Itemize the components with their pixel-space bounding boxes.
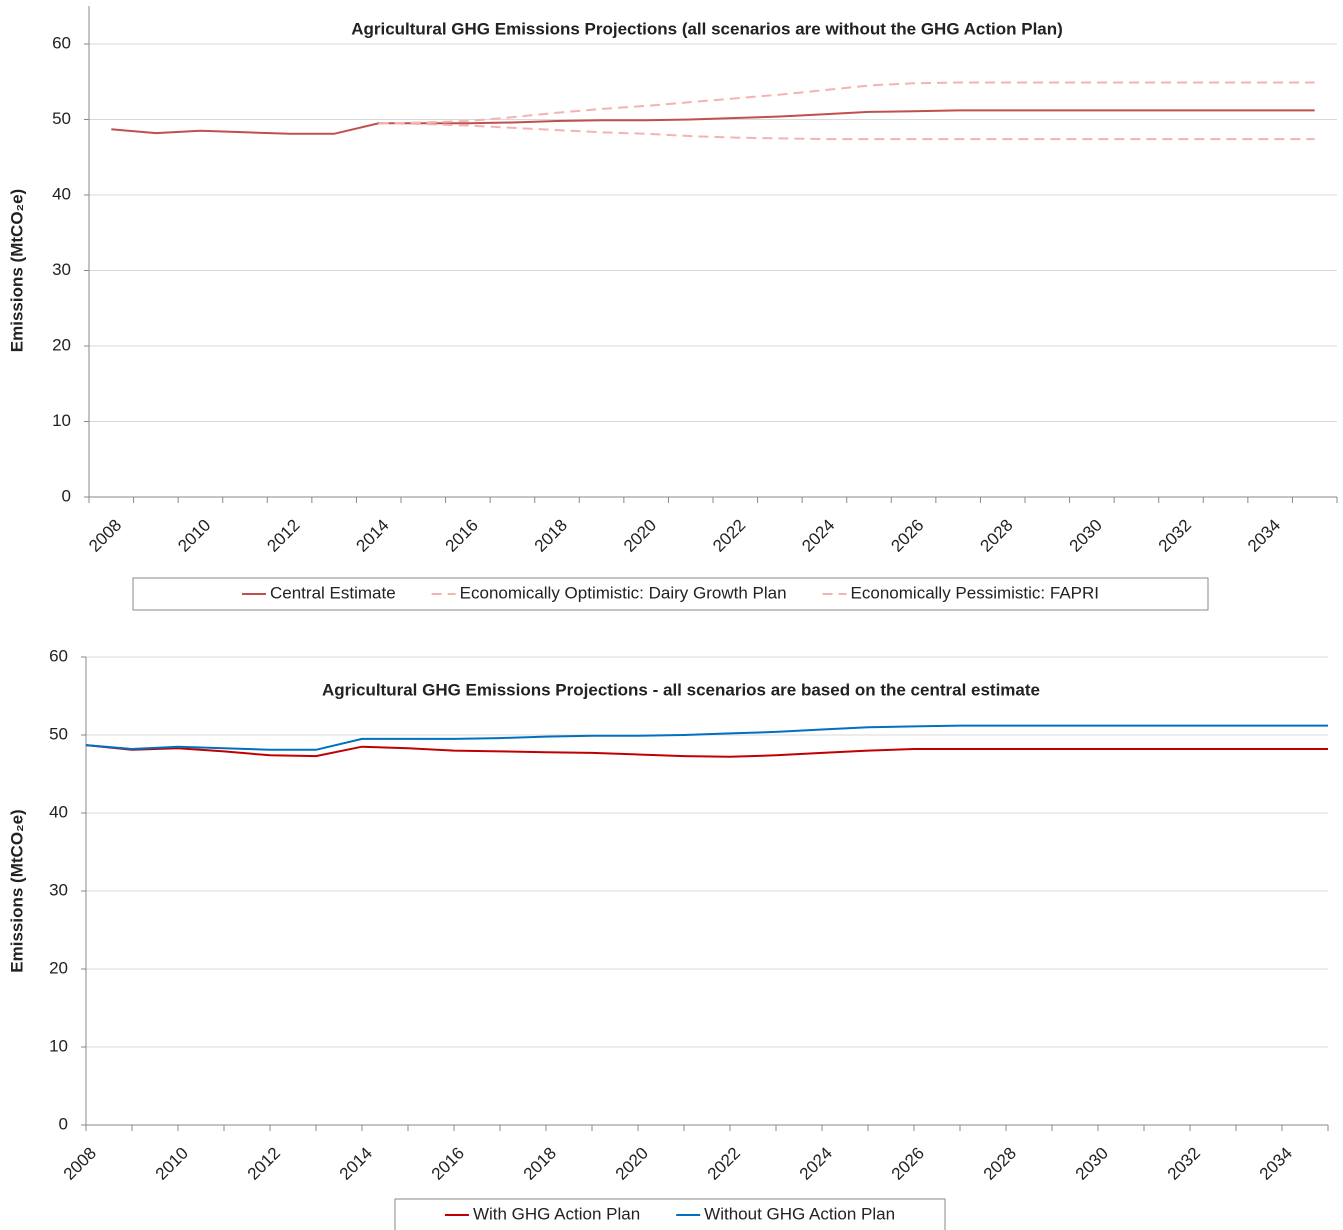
series-line bbox=[111, 109, 1315, 135]
y-tick-label: 40 bbox=[49, 802, 68, 821]
x-tick-label: 2028 bbox=[980, 1144, 1020, 1184]
x-tick-label: 2008 bbox=[85, 516, 125, 556]
chart-title: Agricultural GHG Emissions Projections -… bbox=[322, 680, 1040, 699]
y-tick-label: 50 bbox=[49, 724, 68, 743]
y-axis-title: Emissions (MtCO₂e) bbox=[7, 809, 26, 972]
chart-title: Agricultural GHG Emissions Projections (… bbox=[351, 19, 1063, 38]
x-tick-label: 2010 bbox=[174, 516, 214, 556]
x-tick-label: 2012 bbox=[263, 516, 303, 556]
x-tick-label: 2024 bbox=[796, 1144, 836, 1184]
y-tick-label: 50 bbox=[52, 109, 71, 128]
y-tick-label: 30 bbox=[49, 880, 68, 899]
x-tick-label: 2034 bbox=[1256, 1144, 1296, 1184]
x-tick-label: 2020 bbox=[612, 1144, 652, 1184]
y-tick-label: 60 bbox=[52, 33, 71, 52]
x-tick-label: 2026 bbox=[887, 516, 927, 556]
x-tick-label: 2028 bbox=[977, 516, 1017, 556]
x-tick-label: 2034 bbox=[1244, 516, 1284, 556]
x-tick-label: 2030 bbox=[1066, 516, 1106, 556]
legend-label: Economically Optimistic: Dairy Growth Pl… bbox=[460, 583, 787, 602]
y-tick-label: 20 bbox=[52, 335, 71, 354]
y-tick-label: 10 bbox=[49, 1036, 68, 1055]
x-tick-label: 2030 bbox=[1072, 1144, 1112, 1184]
x-tick-label: 2010 bbox=[152, 1144, 192, 1184]
x-tick-label: 2032 bbox=[1155, 516, 1195, 556]
y-tick-label: 10 bbox=[52, 411, 71, 430]
x-tick-label: 2032 bbox=[1164, 1144, 1204, 1184]
series-line bbox=[85, 744, 1328, 758]
legend-label: Economically Pessimistic: FAPRI bbox=[851, 583, 1099, 602]
legend-label: Without GHG Action Plan bbox=[704, 1204, 895, 1223]
x-tick-label: 2016 bbox=[442, 516, 482, 556]
y-tick-label: 0 bbox=[62, 486, 71, 505]
y-tick-label: 0 bbox=[59, 1114, 68, 1133]
legend-label: With GHG Action Plan bbox=[473, 1204, 640, 1223]
x-tick-label: 2014 bbox=[336, 1144, 376, 1184]
legend-box bbox=[132, 577, 1209, 611]
legend-label: Central Estimate bbox=[270, 583, 396, 602]
series-line bbox=[85, 724, 1328, 751]
y-tick-label: 30 bbox=[52, 260, 71, 279]
y-tick-label: 20 bbox=[49, 958, 68, 977]
x-tick-label: 2020 bbox=[620, 516, 660, 556]
y-axis-title: Emissions (MtCO₂e) bbox=[7, 189, 26, 352]
x-tick-label: 2014 bbox=[353, 516, 393, 556]
x-tick-label: 2024 bbox=[798, 516, 838, 556]
x-tick-label: 2012 bbox=[244, 1144, 284, 1184]
x-tick-label: 2022 bbox=[704, 1144, 744, 1184]
x-tick-label: 2026 bbox=[888, 1144, 928, 1184]
series-line bbox=[378, 122, 1315, 141]
x-tick-label: 2018 bbox=[531, 516, 571, 556]
x-tick-label: 2018 bbox=[520, 1144, 560, 1184]
x-tick-label: 2016 bbox=[428, 1144, 468, 1184]
series-line bbox=[378, 81, 1315, 125]
y-tick-label: 60 bbox=[49, 646, 68, 665]
legend-box bbox=[394, 1198, 946, 1230]
y-tick-label: 40 bbox=[52, 184, 71, 203]
x-tick-label: 2008 bbox=[60, 1144, 100, 1184]
x-tick-label: 2022 bbox=[709, 516, 749, 556]
